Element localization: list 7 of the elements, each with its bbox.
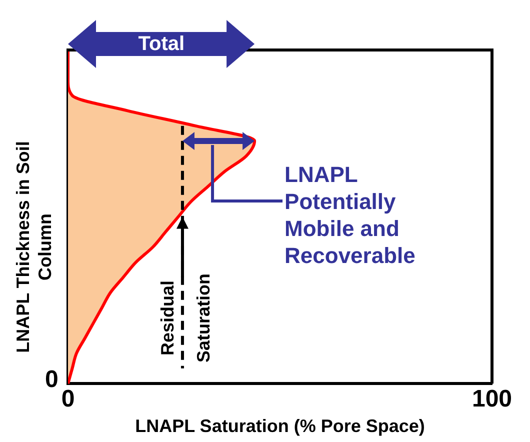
- annotation: Total: [138, 32, 185, 56]
- x-tick-label: 100: [472, 386, 512, 413]
- annotation: LNAPL Potentially Mobile and Recoverable: [284, 160, 416, 269]
- y-axis-title: LNAPL Thickness in Soil Column: [13, 140, 55, 353]
- text: 0: [45, 366, 58, 394]
- ref-line-label: Residual Saturation: [157, 273, 214, 363]
- x-axis-title: LNAPL Saturation (% Pore Space): [135, 416, 425, 436]
